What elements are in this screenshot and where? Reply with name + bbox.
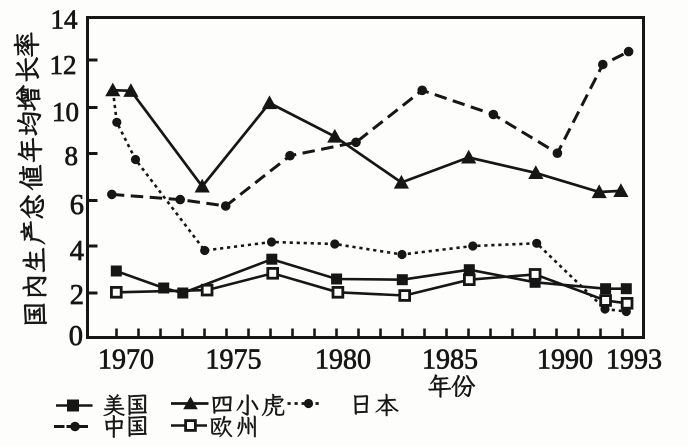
- svg-text:1993: 1993: [606, 345, 662, 376]
- svg-text:6: 6: [70, 190, 84, 221]
- svg-text:10: 10: [52, 97, 79, 127]
- svg-text:4: 4: [70, 236, 84, 267]
- svg-text:0: 0: [69, 321, 83, 352]
- svg-text:12: 12: [50, 50, 77, 80]
- svg-text:1970: 1970: [98, 345, 154, 376]
- svg-text:14: 14: [51, 4, 79, 34]
- svg-text:1975: 1975: [206, 345, 262, 376]
- svg-text:8: 8: [65, 141, 79, 171]
- svg-text:1985: 1985: [422, 345, 478, 376]
- svg-text:1990: 1990: [537, 345, 593, 376]
- svg-text:2: 2: [70, 280, 84, 311]
- svg-text:1980: 1980: [315, 345, 371, 376]
